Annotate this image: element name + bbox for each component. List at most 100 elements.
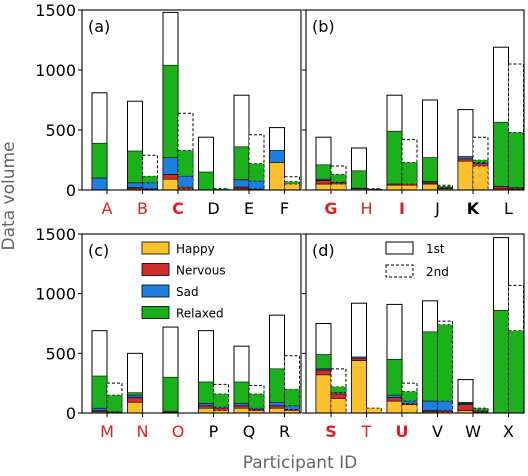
bar-segment-nervous — [177, 186, 194, 190]
bar-segment-sad — [91, 407, 108, 411]
panel-d: S T U V W X (d) — [302, 233, 525, 441]
bar-segment-sad — [284, 405, 300, 410]
bar-segment-relaxed — [366, 188, 382, 190]
x-tick-label: G — [324, 199, 337, 218]
bar-segment-relaxed — [233, 146, 250, 181]
x-tick-label: V — [432, 422, 443, 441]
bar-segment-nervous — [315, 369, 332, 376]
bar-segment-nervous — [213, 407, 229, 411]
bar-segment-relaxed — [508, 132, 524, 188]
bar-segment-sad — [269, 150, 285, 163]
bar-segment-relaxed — [106, 394, 123, 413]
bar-segment-happy — [269, 407, 285, 414]
x-tick-label: R — [279, 422, 290, 441]
legend-swatch-session — [385, 241, 414, 255]
bar-segment-relaxed — [162, 376, 179, 412]
y-tick-label: 1000 — [35, 61, 76, 80]
bar-segment-nervous — [269, 405, 285, 409]
bar-segment-relaxed — [284, 388, 300, 407]
panel-frame — [305, 9, 525, 191]
bar-segment-sad — [91, 177, 108, 191]
bar-segment-relaxed — [493, 121, 509, 187]
x-tick-label: K — [467, 199, 480, 218]
bar-segment-nervous — [106, 411, 123, 413]
bar-segment-sad — [457, 156, 474, 160]
bar-segment-relaxed — [401, 391, 418, 402]
legend-label-happy: Happy — [176, 242, 215, 256]
x-tick-label: W — [465, 422, 481, 441]
bar-segment-relaxed — [142, 175, 158, 184]
bar-segment-happy — [366, 407, 382, 414]
bar-segment-relaxed — [457, 401, 474, 404]
y-tick-label: 1000 — [35, 285, 76, 304]
panel-label: (c) — [88, 241, 109, 260]
x-tick-label: H — [360, 199, 372, 218]
legend-swatch-sad — [141, 284, 170, 298]
bar-segment-nervous — [493, 186, 509, 190]
bar-segment-happy — [269, 162, 285, 191]
bar-segment-happy — [386, 184, 403, 191]
legend-swatch-relaxed — [141, 306, 170, 319]
bar-segment-relaxed — [213, 393, 229, 408]
x-tick-label: L — [504, 199, 513, 218]
panel-label: (d) — [312, 241, 335, 260]
bar-segment-nervous — [315, 180, 332, 185]
bar-segment-sad — [162, 157, 179, 175]
bar-segment-sad — [248, 180, 265, 190]
bar-segment-happy — [233, 407, 250, 414]
bar-segment-nervous — [127, 397, 143, 403]
bar-segment-relaxed — [330, 386, 347, 394]
y-axis-label: Data volume — [0, 142, 19, 251]
x-tick-label: S — [325, 422, 337, 441]
legend-swatch-session — [385, 264, 414, 278]
bar-segment-happy — [284, 183, 300, 191]
bar-segment-nervous — [472, 163, 489, 167]
bar-segment-happy — [422, 183, 438, 191]
bar-segment-sad — [401, 400, 418, 404]
x-tick-label: T — [361, 422, 372, 441]
bar-segment-relaxed — [351, 170, 367, 189]
bar-segment-nervous — [198, 405, 214, 409]
bar-segment-relaxed — [248, 393, 265, 409]
bar-segment-happy — [315, 374, 332, 414]
bar-segment-relaxed — [127, 392, 143, 396]
bar-segment-nervous — [248, 409, 265, 411]
bar-segment-happy — [127, 401, 143, 414]
bar-segment-sad — [177, 175, 194, 188]
bar-segment-sad — [198, 403, 214, 407]
x-tick-label: P — [209, 422, 219, 441]
y-tick-label: 0 — [66, 404, 76, 423]
y-tick-label: 500 — [45, 344, 76, 363]
panel-frame — [81, 233, 302, 414]
legend-sessions: 1st 2nd — [385, 241, 449, 279]
y-tick-label: 1500 — [35, 1, 76, 20]
y-tick-label: 500 — [45, 121, 76, 140]
bar-segment-nervous — [162, 174, 179, 180]
bar-segment-happy — [213, 410, 229, 414]
x-tick-label: X — [503, 422, 514, 441]
bar-segment-nervous — [457, 158, 474, 162]
panel-frame — [305, 233, 525, 414]
legend-emotions: Happy Nervous Sad Relaxed — [141, 241, 226, 321]
panel-c: M N O P Q R 0 500 1000 1500 (c) — [35, 225, 302, 441]
bar-segment-happy — [457, 160, 474, 191]
bar-segment-relaxed — [386, 358, 403, 396]
bar-segment-nervous — [233, 405, 250, 409]
bar-segment-relaxed — [91, 142, 108, 179]
bar-segment-sad — [233, 403, 250, 407]
y-tick-label: 1500 — [35, 225, 76, 244]
bar-segment-nervous — [457, 404, 474, 411]
bar-segment-relaxed — [386, 130, 403, 185]
bar-segment-relaxed — [127, 150, 143, 184]
bar-segment-relaxed — [233, 381, 250, 404]
x-tick-label: J — [434, 199, 440, 218]
bar-segment-relaxed — [198, 171, 214, 191]
legend-label-relaxed: Relaxed — [176, 307, 224, 321]
legend-layer: Happy Nervous Sad Relaxed 1st 2nd — [141, 241, 449, 321]
bar-segment-happy — [401, 184, 418, 191]
bar-segment-sad — [437, 187, 453, 189]
bar-segment-relaxed — [422, 331, 438, 402]
bar-segment-sad — [330, 392, 347, 395]
bar-segment-sad — [351, 356, 367, 359]
